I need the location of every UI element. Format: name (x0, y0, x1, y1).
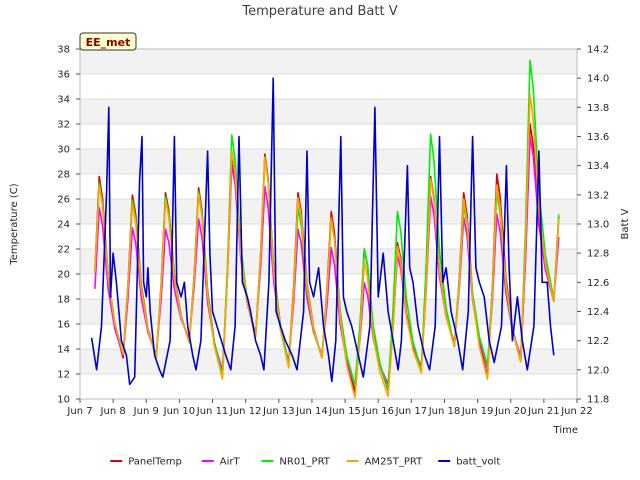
x-tick-label: Jun 12 (229, 406, 262, 417)
legend-item: NR01_PRT (261, 457, 331, 468)
y-axis-title: Temperature (C) (9, 183, 20, 265)
background-band (80, 199, 577, 224)
legend-label: AM25T_PRT (365, 457, 424, 468)
legend-item: PanelTemp (110, 457, 182, 468)
y-tick-label: 24 (57, 220, 70, 231)
y-right-tick-label: 13.8 (587, 103, 609, 114)
y-tick-label: 20 (57, 270, 70, 281)
x-tick-label: Jun 20 (494, 406, 527, 417)
x-tick-label: Jun 16 (361, 406, 394, 417)
y-tick-label: 38 (57, 45, 70, 56)
x-tick-label: Jun 18 (428, 406, 461, 417)
badge-text: EE_met (86, 36, 131, 49)
legend-label: AirT (220, 457, 241, 468)
legend-item: batt_volt (438, 457, 500, 468)
x-tick-label: Jun 7 (66, 406, 92, 417)
x-axis-title: Time (553, 425, 578, 436)
y-tick-label: 10 (57, 395, 70, 406)
x-axis: Jun 7 Jun 8 Jun 9 Jun 10 Jun 11 Jun 12 Jun 13 J… (66, 399, 593, 417)
series-am25t-prt (94, 93, 560, 399)
y-tick-label: 14 (57, 345, 70, 356)
y-axis-right: 11.8 12.0 12.2 12.4 12.6 12.8 13.0 13.2 13.4 13.6… (577, 45, 609, 406)
station-badge: EE_met (79, 32, 137, 51)
x-tick-label: Jun 8 (100, 406, 126, 417)
y-tick-label: 28 (57, 170, 70, 181)
y-tick-label: 22 (57, 245, 70, 256)
y-axis-left: 10 12 14 16 18 20 22 24 26 28 30 32 34 36 38 (57, 45, 80, 406)
y-tick-label: 12 (57, 370, 70, 381)
y-right-tick-label: 12.0 (587, 365, 609, 376)
x-tick-label: Jun 10 (163, 406, 196, 417)
badge-box (79, 32, 137, 51)
y-right-tick-label: 12.2 (587, 336, 609, 347)
y-right-tick-label: 13.4 (587, 161, 609, 172)
y-tick-label: 16 (57, 320, 70, 331)
y-right-tick-label: 12.6 (587, 278, 609, 289)
y-right-tick-label: 13.2 (587, 190, 609, 201)
x-tick-label: Jun 13 (262, 406, 295, 417)
y-right-tick-label: 12.4 (587, 307, 609, 318)
x-tick-label: Jun 11 (196, 406, 229, 417)
legend-item: AirT (201, 457, 241, 468)
y-tick-label: 30 (57, 145, 70, 156)
plot-background-bands (80, 49, 577, 374)
background-band (80, 99, 577, 124)
legend: PanelTemp AirT NR01_PRT AM25T_PRT batt_volt (110, 457, 500, 468)
y-right-tick-label: 13.6 (587, 132, 609, 143)
background-band (80, 149, 577, 174)
y-tick-label: 34 (57, 95, 70, 106)
legend-item: AM25T_PRT (346, 457, 424, 468)
legend-label: batt_volt (456, 457, 500, 468)
x-tick-label: Jun 19 (461, 406, 494, 417)
series-layer (90, 59, 560, 399)
y-axis-right-title: Batt V (620, 208, 631, 239)
y-right-tick-label: 14.0 (587, 74, 609, 85)
legend-label: NR01_PRT (279, 457, 330, 468)
series-batt-volt (90, 77, 555, 386)
y-right-tick-label: 13.0 (587, 220, 609, 231)
y-tick-label: 18 (57, 295, 70, 306)
y-right-tick-label: 11.8 (587, 395, 609, 406)
background-band (80, 299, 577, 324)
background-band (80, 49, 577, 74)
x-tick-label: Jun 17 (395, 406, 428, 417)
legend-label: PanelTemp (128, 457, 182, 468)
chart-title: Temperature and Batt V (241, 4, 397, 19)
x-tick-label: Jun 21 (527, 406, 560, 417)
x-tick-label: Jun 15 (328, 406, 361, 417)
x-tick-label: Jun 9 (133, 406, 159, 417)
y-tick-label: 26 (57, 195, 70, 206)
y-tick-label: 36 (57, 70, 70, 81)
y-right-tick-label: 14.2 (587, 45, 609, 56)
x-tick-label: Jun 22 (560, 406, 593, 417)
x-tick-label: Jun 14 (295, 406, 328, 417)
y-tick-label: 32 (57, 120, 70, 131)
y-right-tick-label: 12.8 (587, 249, 609, 260)
